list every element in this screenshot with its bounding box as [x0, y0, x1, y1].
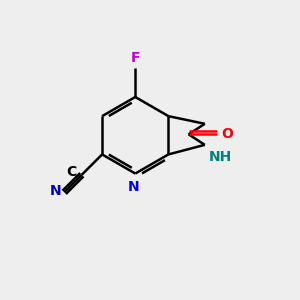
Text: F: F — [130, 51, 140, 65]
Text: N: N — [50, 184, 61, 198]
Text: N: N — [128, 180, 140, 194]
Text: NH: NH — [208, 150, 232, 164]
Text: O: O — [221, 127, 233, 141]
Text: C: C — [66, 165, 76, 179]
